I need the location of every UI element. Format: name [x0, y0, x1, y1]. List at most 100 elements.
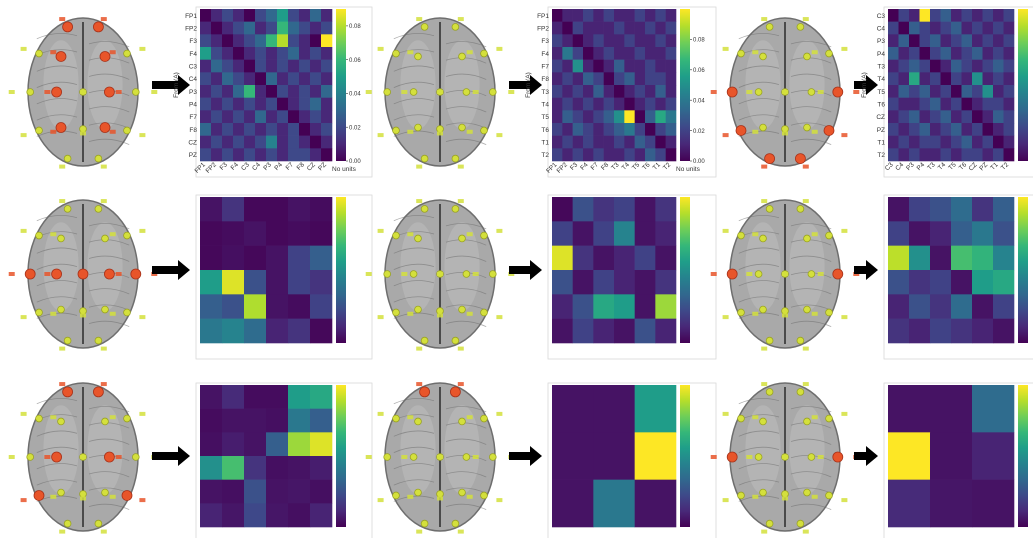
matrix-cell	[552, 34, 563, 48]
matrix-cell	[244, 503, 267, 528]
matrix-cell	[222, 97, 234, 111]
matrix-cell	[614, 21, 625, 35]
matrix-cell	[288, 9, 300, 22]
matrix-cell	[909, 123, 920, 136]
electrode-marker	[746, 272, 753, 276]
electrode-marker	[407, 311, 414, 316]
matrix-cell	[993, 318, 1015, 344]
column-label: F4	[579, 161, 590, 172]
matrix-cell	[200, 197, 223, 222]
row-label: T5	[541, 114, 549, 121]
target-electrode-p4	[803, 305, 811, 314]
matrix-cell	[244, 72, 256, 86]
brain-sulcus	[88, 438, 130, 445]
matrix-cell	[583, 21, 594, 35]
matrix-cell	[614, 47, 625, 60]
matrix-cell	[940, 148, 952, 162]
target-electrode-pz	[79, 490, 87, 498]
electrode-marker	[109, 129, 116, 134]
electrode-marker	[466, 311, 473, 316]
left-hemisphere	[400, 405, 436, 494]
electrode-marker	[416, 17, 423, 22]
target-electrode-f4	[458, 417, 466, 426]
matrix-cell	[222, 148, 234, 162]
matrix-cell	[244, 9, 256, 22]
matrix-cell	[614, 197, 635, 222]
electrode-marker	[437, 90, 443, 94]
matrix-cell	[624, 123, 635, 136]
matrix-cell	[930, 59, 941, 73]
matrix-cell	[593, 221, 615, 246]
matrix-cell	[593, 47, 604, 60]
colorbar-tick-label: 0.06	[693, 68, 705, 74]
target-electrode-f7	[737, 414, 745, 423]
electrode-marker	[20, 46, 27, 51]
target-electrode-f7	[392, 231, 400, 240]
target-electrode-f8	[825, 414, 833, 423]
row-label: T2	[877, 152, 885, 159]
target-electrode-c3	[754, 88, 763, 96]
matrix-cell	[961, 9, 973, 22]
matrix-cell	[288, 34, 300, 48]
matrix-cell	[930, 47, 941, 60]
brain-sulcus	[36, 296, 78, 303]
matrix-cell	[655, 135, 666, 149]
matrix-cell	[266, 294, 289, 319]
matrix-cell	[299, 21, 311, 35]
electrode-marker	[365, 455, 372, 459]
matrix-cell	[993, 85, 1004, 98]
brain-sulcus	[88, 471, 130, 478]
matrix-cell	[233, 97, 245, 111]
electrode-marker	[416, 529, 423, 534]
electrode-marker	[20, 228, 27, 233]
matrix-cell	[909, 318, 931, 344]
matrix-cell	[583, 72, 594, 86]
matrix-cell	[266, 432, 289, 457]
matrix-cell	[244, 245, 267, 271]
target-electrode-fp1	[765, 23, 774, 31]
matrix-cell	[982, 148, 994, 162]
matrix-cell	[321, 85, 333, 98]
matrix-cell	[255, 9, 267, 22]
matrix-cell	[572, 148, 584, 162]
electrode-marker	[20, 498, 27, 503]
brain-sulcus	[88, 106, 130, 113]
brain-sulcus	[36, 81, 78, 88]
matrix-cell	[562, 59, 573, 73]
matrix-cell	[655, 197, 677, 222]
brain-sulcus	[36, 463, 78, 470]
matrix-cell	[233, 47, 245, 60]
matrix-cell	[898, 97, 910, 111]
target-electrode-pz	[79, 125, 87, 133]
target-electrode-t3	[383, 453, 392, 461]
matrix-cell	[993, 135, 1004, 149]
matrix-cell	[310, 456, 333, 480]
electrode-marker	[466, 415, 473, 420]
matrix-cell	[299, 110, 311, 124]
column-label: T2	[1000, 161, 1011, 172]
matrix-cell	[603, 148, 615, 162]
electrode-marker	[811, 129, 818, 134]
matrix-cell	[211, 97, 223, 111]
matrix-cell	[552, 479, 594, 528]
row-label: T4	[541, 102, 549, 109]
brain-map	[710, 199, 860, 351]
matrix-cell	[930, 85, 941, 98]
column-label: PZ	[317, 161, 328, 172]
target-electrode-f7	[737, 49, 745, 58]
electrode-marker	[841, 46, 848, 51]
electrode-marker	[80, 496, 86, 501]
matrix-cell	[200, 270, 223, 295]
matrix-cell	[222, 503, 245, 528]
matrix-cell	[993, 123, 1004, 136]
matrix-cell	[593, 245, 615, 271]
electrode-marker	[457, 199, 464, 204]
matrix-cell	[211, 47, 223, 60]
matrix-cell	[993, 34, 1004, 48]
matrix-cell	[266, 72, 278, 86]
matrix-cell	[593, 479, 635, 528]
target-electrode-o1	[420, 154, 429, 163]
matrix-cell	[972, 479, 1015, 528]
electrode-marker	[710, 455, 717, 459]
matrix-cell	[299, 97, 311, 111]
